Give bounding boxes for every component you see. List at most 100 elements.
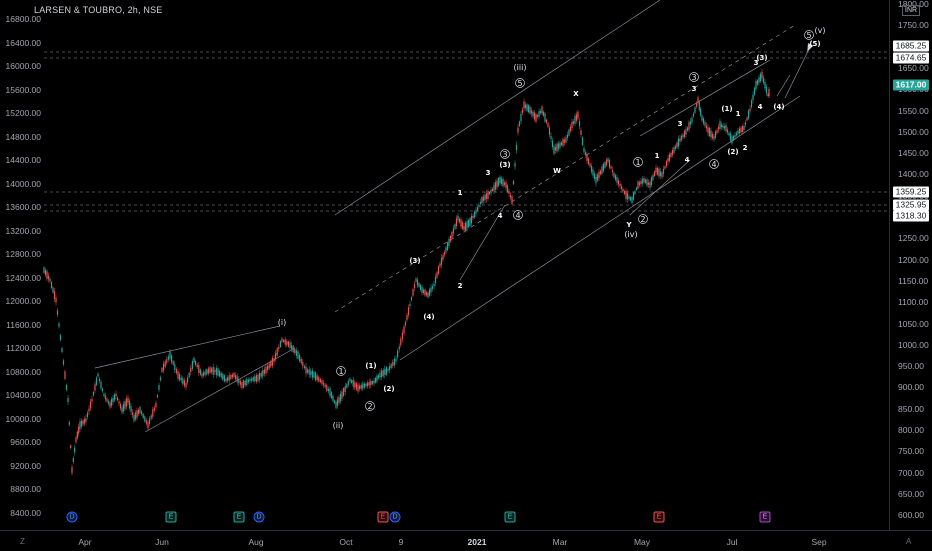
candle-body xyxy=(403,326,405,334)
candle-body xyxy=(307,369,309,373)
earnings-event-icon[interactable]: E xyxy=(504,511,516,523)
candle-body xyxy=(252,377,254,382)
candle-body xyxy=(443,252,446,256)
auto-scale-icon[interactable]: A xyxy=(906,537,912,546)
candle-body xyxy=(91,398,93,402)
candle-body xyxy=(326,385,328,391)
candle-body xyxy=(488,192,491,195)
candle-body xyxy=(568,129,570,136)
candle-body xyxy=(271,358,273,366)
left-axis-tick: 9200.00 xyxy=(10,460,41,471)
candle-body xyxy=(58,323,60,327)
candle-body xyxy=(469,218,471,226)
right-axis-tick: 1550.00 xyxy=(898,105,929,116)
wave-label: (1) xyxy=(721,105,732,113)
candle-body xyxy=(142,414,144,418)
candle-body xyxy=(714,131,717,138)
earnings-event-icon[interactable]: E xyxy=(165,511,177,523)
candle-body xyxy=(238,378,240,384)
candle-body xyxy=(446,242,449,251)
candle-body xyxy=(259,373,261,380)
candle-body xyxy=(347,381,349,385)
candle-body xyxy=(583,147,585,153)
candle-body xyxy=(310,371,312,375)
earnings-event-icon[interactable]: E xyxy=(759,511,771,523)
earnings-event-icon[interactable]: E xyxy=(233,511,245,523)
currency-badge[interactable]: INR xyxy=(902,5,921,16)
candle-body xyxy=(503,182,506,186)
dividend-event-icon[interactable]: D xyxy=(253,511,265,523)
candle-body xyxy=(764,81,766,89)
candle-body xyxy=(136,410,138,418)
wave-label: 4 xyxy=(711,160,716,169)
right-axis-tick: 750.00 xyxy=(898,446,924,457)
candle-body xyxy=(392,362,394,366)
candle-body xyxy=(527,105,530,113)
price-label-1685: 1685.25 xyxy=(893,40,929,52)
candle-body xyxy=(541,106,543,114)
candle-body xyxy=(707,127,709,133)
wave-label: 1 xyxy=(635,158,640,167)
candle-body xyxy=(86,412,89,418)
right-axis-tick: 1000.00 xyxy=(898,339,929,350)
candle-body xyxy=(702,118,705,124)
wave-labels-paren: (i) (ii) (iii) (iv) (v) xyxy=(278,26,826,430)
candle-body xyxy=(670,153,672,157)
candle-body xyxy=(270,361,272,367)
candle-body xyxy=(161,367,163,373)
candle-body xyxy=(267,365,269,371)
candle-body xyxy=(584,152,587,156)
candle-body xyxy=(524,104,527,108)
candle-body xyxy=(279,341,281,347)
wave-label: 2 xyxy=(640,215,645,224)
candle-body xyxy=(484,194,486,201)
candle-body xyxy=(294,349,296,353)
candle-body xyxy=(439,263,441,267)
candle-body xyxy=(491,188,494,191)
dividend-event-icon[interactable]: D xyxy=(389,511,401,523)
horizontal-levels xyxy=(44,51,889,212)
candle-body xyxy=(578,121,581,127)
price-chart[interactable]: 1 2 3 4 5 1 2 3 4 5 (i) (ii) (iii) (iv) … xyxy=(0,0,889,530)
candle-body xyxy=(653,171,656,177)
candle-body xyxy=(682,134,684,138)
candle-body xyxy=(589,163,591,167)
candle-body xyxy=(239,381,241,385)
candle-body xyxy=(127,397,129,403)
candle-body xyxy=(415,278,417,282)
candle-body xyxy=(281,338,283,342)
candle-body xyxy=(467,220,470,227)
timezone-icon[interactable]: Z xyxy=(20,537,25,546)
candle-body xyxy=(508,191,510,194)
left-price-axis[interactable]: 16800.00 16400.00 16000.00 15600.00 15200.00… xyxy=(0,0,43,530)
candle-body xyxy=(686,127,689,131)
candle-body xyxy=(538,111,540,117)
candle-body xyxy=(335,402,337,408)
candle-body xyxy=(355,383,357,390)
candle-body xyxy=(737,130,739,134)
price-label-1674: 1674.65 xyxy=(893,52,929,64)
candle-body xyxy=(122,403,125,412)
candle-body xyxy=(276,348,278,356)
time-tick: Sep xyxy=(811,537,827,547)
candle-body xyxy=(83,419,86,424)
dividend-event-icon[interactable]: D xyxy=(66,511,78,523)
candle-body xyxy=(762,77,765,83)
candle-body xyxy=(625,191,627,199)
candle-body xyxy=(427,292,429,298)
candle-body xyxy=(419,285,422,290)
candle-body xyxy=(332,395,334,402)
wave-labels-circled: 1 2 3 4 5 1 2 3 4 5 xyxy=(336,30,814,411)
candle-body xyxy=(550,135,552,140)
candle-body xyxy=(765,86,768,94)
candle-body xyxy=(149,418,151,424)
earnings-event-icon[interactable]: E xyxy=(377,511,389,523)
candle-body xyxy=(88,408,90,412)
candle-body xyxy=(382,369,384,377)
left-axis-tick: 8400.00 xyxy=(10,507,41,518)
candle-body xyxy=(118,401,120,404)
earnings-event-icon[interactable]: E xyxy=(653,511,665,523)
time-axis[interactable]: Z Apr Jun Aug Oct 9 2021 Mar May Jul Sep… xyxy=(0,530,932,551)
candle-body xyxy=(425,292,428,296)
wave-label: 2 xyxy=(367,402,372,411)
